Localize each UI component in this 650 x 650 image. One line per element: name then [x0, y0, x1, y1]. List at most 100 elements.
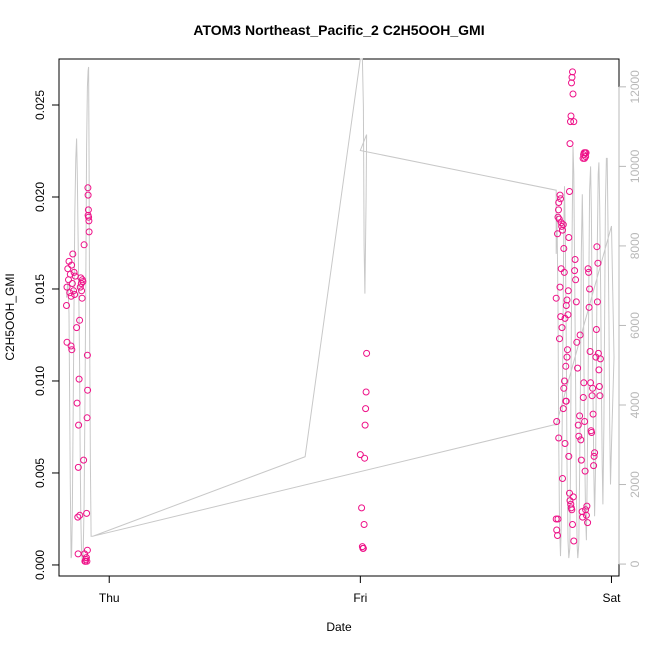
data-point: [563, 353, 571, 361]
data-point: [589, 410, 597, 418]
data-point: [82, 554, 90, 562]
data-point: [356, 451, 364, 459]
data-point: [563, 296, 571, 304]
y-tick-label: 0.000: [33, 550, 47, 580]
data-point: [556, 191, 564, 199]
data-point: [586, 285, 594, 293]
data-point: [74, 513, 82, 521]
data-point: [569, 90, 577, 98]
data-point: [80, 241, 88, 249]
data-point: [554, 213, 562, 221]
data-point: [564, 346, 571, 354]
data-point: [590, 452, 598, 460]
data-point: [595, 383, 603, 390]
data-point: [562, 397, 570, 405]
data-point: [588, 429, 596, 436]
data-point: [571, 256, 579, 263]
data-point: [570, 118, 578, 126]
data-point: [73, 324, 81, 332]
points-layer: [63, 68, 604, 565]
data-point: [585, 303, 593, 311]
data-point: [553, 418, 561, 425]
data-point: [68, 346, 76, 354]
data-point: [594, 259, 602, 267]
data-point: [573, 338, 581, 346]
data-point: [69, 250, 77, 258]
data-point: [76, 283, 84, 291]
data-point: [76, 511, 84, 519]
data-point: [565, 234, 573, 241]
data-point: [360, 521, 368, 528]
data-point: [84, 211, 92, 219]
data-point: [75, 421, 83, 429]
data-point: [80, 456, 88, 464]
data-point: [572, 276, 580, 284]
data-point: [558, 324, 566, 332]
data-point: [362, 388, 370, 396]
data-point: [595, 366, 603, 374]
data-point: [593, 243, 601, 251]
data-point: [596, 392, 604, 400]
data-point: [560, 245, 568, 252]
data-point: [584, 265, 592, 273]
data-point: [63, 283, 71, 291]
data-point: [78, 294, 86, 302]
data-point: [569, 493, 577, 501]
data-point: [562, 362, 570, 370]
data-point: [557, 265, 565, 273]
data-point: [554, 532, 561, 539]
right-y-axis: 0 2000 4000 6000 8000 10000 12000: [618, 70, 642, 567]
data-point: [559, 475, 566, 482]
data-point: [83, 509, 91, 517]
data-point: [64, 265, 72, 273]
data-point: [557, 219, 565, 227]
data-point: [569, 521, 576, 528]
data-point: [68, 280, 76, 287]
right-y-tick-label: 4000: [628, 391, 642, 418]
data-point: [581, 467, 589, 475]
data-point: [85, 228, 93, 236]
data-point: [592, 326, 600, 333]
chart-title: ATOM3 Northeast_Pacific_2 C2H5OOH_GMI: [193, 22, 484, 38]
data-point: [358, 504, 366, 512]
right-y-tick-label: 12000: [628, 70, 642, 104]
data-point: [579, 394, 587, 401]
data-point: [582, 153, 590, 160]
data-point: [73, 399, 81, 407]
data-point: [552, 294, 560, 302]
data-point: [83, 414, 91, 422]
data-point: [576, 412, 584, 420]
data-point: [579, 513, 587, 521]
data-point: [581, 418, 589, 425]
right-y-tick-label: 0: [628, 560, 642, 567]
data-point: [583, 502, 591, 510]
data-point: [83, 546, 91, 554]
data-point: [63, 302, 70, 309]
data-point: [570, 537, 578, 545]
y-tick-label: 0.020: [33, 182, 47, 212]
y-axis: 0.000 0.005 0.010 0.015 0.020 0.025: [33, 90, 60, 580]
data-point: [71, 291, 79, 298]
data-point: [76, 316, 84, 324]
data-point: [574, 421, 582, 429]
data-point: [561, 440, 569, 447]
right-y-tick-label: 2000: [628, 471, 642, 498]
data-point: [361, 454, 369, 462]
data-point: [596, 355, 604, 363]
data-point: [83, 557, 91, 565]
data-point: [554, 515, 562, 523]
right-y-tick-label: 8000: [628, 232, 642, 259]
data-point: [79, 278, 87, 286]
y-tick-label: 0.005: [33, 458, 47, 488]
data-point: [362, 405, 370, 413]
data-point: [586, 348, 594, 355]
data-point: [572, 298, 580, 306]
data-point: [556, 283, 564, 291]
x-axis-label: Date: [326, 620, 352, 634]
x-tick-label: Fri: [353, 591, 367, 605]
data-point: [564, 311, 572, 319]
y-tick-label: 0.015: [33, 274, 47, 304]
data-point: [554, 230, 561, 238]
data-point: [68, 261, 76, 269]
data-point: [585, 268, 593, 276]
